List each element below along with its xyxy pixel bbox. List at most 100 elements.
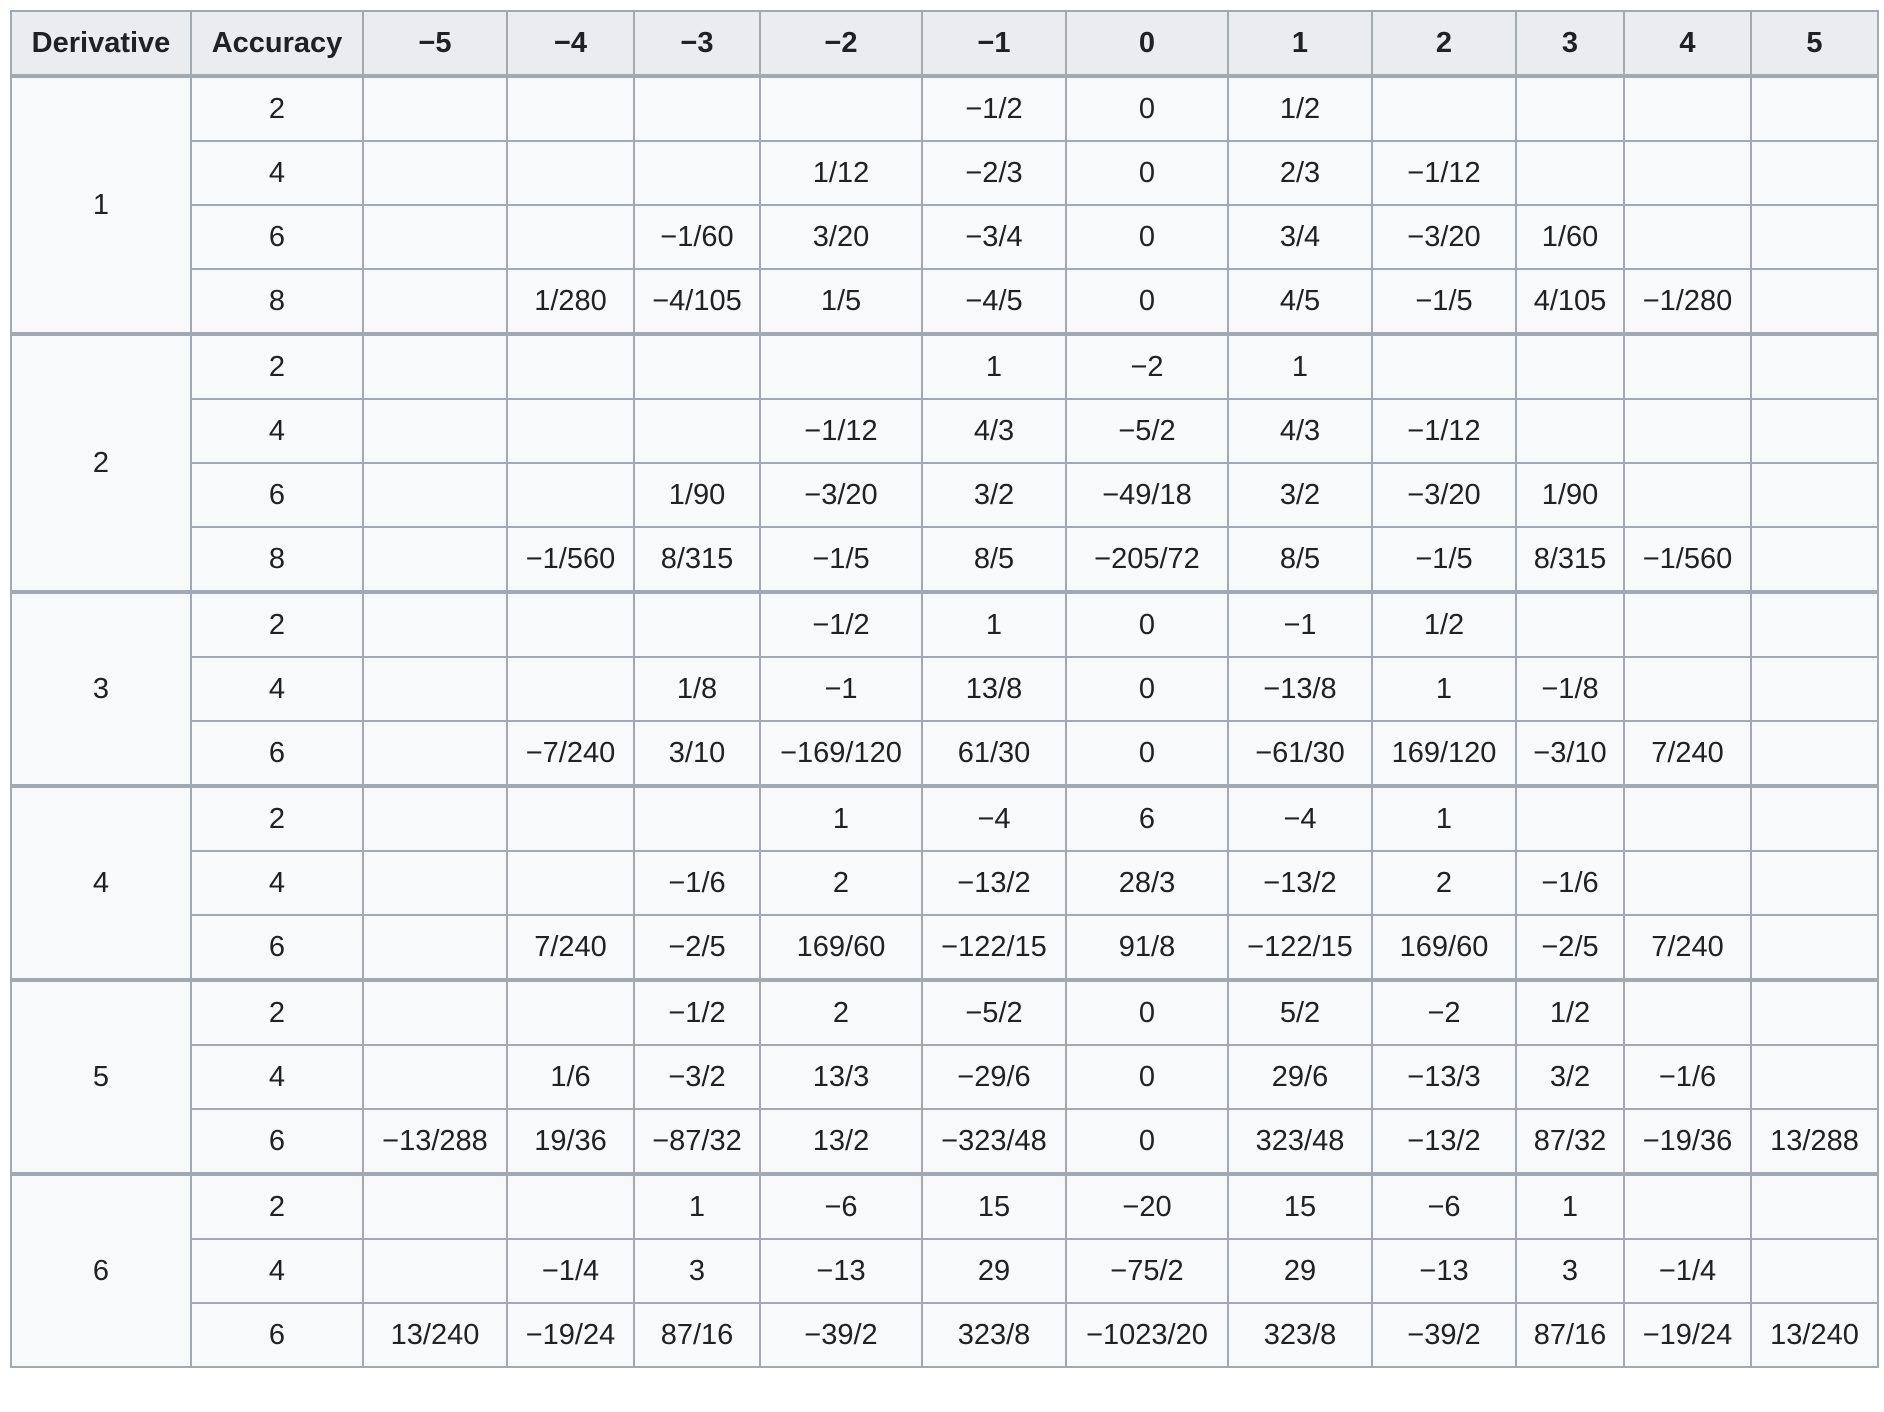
coefficient-cell: −1/60 <box>633 204 761 270</box>
coefficient-cell: −13/288 <box>362 1108 508 1175</box>
coefficient-cell <box>362 784 508 852</box>
coefficient-cell <box>362 204 508 270</box>
coefficient-table-container: Derivative Accuracy −5 −4 −3 −2 −1 0 1 2 3 4 5 1 2 −1/… <box>10 10 1879 1368</box>
coefficient-cell: 1/8 <box>633 656 761 722</box>
coefficient-cell: 1/280 <box>506 268 635 335</box>
coefficient-cell: 7/240 <box>1623 720 1752 787</box>
column-header: −1 <box>921 10 1067 77</box>
coefficient-cell: 1/2 <box>1515 978 1625 1046</box>
table-row: 4 1/6 −3/2 13/3 −29/6 0 29/6 −13/3 3/2 −1/6 <box>11 1044 1879 1110</box>
coefficient-cell: 0 <box>1065 140 1229 206</box>
coefficient-cell: −1023/20 <box>1065 1302 1229 1368</box>
coefficient-cell <box>362 914 508 981</box>
coefficient-cell: 13/8 <box>921 656 1067 722</box>
coefficient-cell <box>506 978 635 1046</box>
coefficient-cell: −1/2 <box>759 590 923 658</box>
coefficient-cell: −20 <box>1065 1172 1229 1240</box>
coefficient-cell: −1/12 <box>1371 140 1517 206</box>
coefficient-cell: 1 <box>921 590 1067 658</box>
coefficient-cell: 3 <box>633 1238 761 1304</box>
coefficient-cell: 13/2 <box>759 1108 923 1175</box>
coefficient-cell: 4/105 <box>1515 268 1625 335</box>
coefficient-cell <box>362 332 508 400</box>
coefficient-cell <box>506 74 635 142</box>
coefficient-cell: −2/5 <box>633 914 761 981</box>
coefficient-cell: −75/2 <box>1065 1238 1229 1304</box>
accuracy-cell: 6 <box>190 1108 364 1175</box>
coefficient-cell <box>1750 720 1879 787</box>
table-row: 4 −1/6 2 −13/2 28/3 −13/2 2 −1/6 <box>11 850 1879 916</box>
coefficient-cell: −1/6 <box>633 850 761 916</box>
coefficient-cell: −39/2 <box>1371 1302 1517 1368</box>
coefficient-cell <box>362 526 508 593</box>
coefficient-cell: −2 <box>1371 978 1517 1046</box>
coefficient-cell: 0 <box>1065 1108 1229 1175</box>
coefficient-cell: 1/90 <box>1515 462 1625 528</box>
column-header: 0 <box>1065 10 1229 77</box>
coefficient-cell <box>633 332 761 400</box>
coefficient-cell: 4/3 <box>921 398 1067 464</box>
column-header: 1 <box>1227 10 1373 77</box>
coefficient-cell <box>1623 74 1752 142</box>
coefficient-cell: 2/3 <box>1227 140 1373 206</box>
coefficient-cell <box>362 850 508 916</box>
coefficient-cell: −2/3 <box>921 140 1067 206</box>
table-row: 6 −1/60 3/20 −3/4 0 3/4 −3/20 1/60 <box>11 204 1879 270</box>
coefficient-cell: 1/60 <box>1515 204 1625 270</box>
accuracy-cell: 6 <box>190 204 364 270</box>
accuracy-cell: 4 <box>190 850 364 916</box>
coefficient-cell: 13/288 <box>1750 1108 1879 1175</box>
coefficient-cell: 1/5 <box>759 268 923 335</box>
accuracy-cell: 2 <box>190 784 364 852</box>
coefficient-cell <box>1750 656 1879 722</box>
coefficient-cell: −6 <box>759 1172 923 1240</box>
coefficient-cell: 15 <box>1227 1172 1373 1240</box>
coefficient-cell: −1/560 <box>506 526 635 593</box>
coefficient-cell: −169/120 <box>759 720 923 787</box>
coefficient-cell: −13/3 <box>1371 1044 1517 1110</box>
coefficient-cell <box>506 140 635 206</box>
coefficient-cell: 0 <box>1065 590 1229 658</box>
coefficient-cell <box>633 140 761 206</box>
coefficient-cell <box>362 398 508 464</box>
table-row: 8 1/280 −4/105 1/5 −4/5 0 4/5 −1/5 4/105 −1/280 <box>11 268 1879 335</box>
coefficient-cell: 13/240 <box>1750 1302 1879 1368</box>
coefficient-cell <box>506 1172 635 1240</box>
coefficient-cell: 1/90 <box>633 462 761 528</box>
coefficient-cell: 13/240 <box>362 1302 508 1368</box>
coefficient-cell: 29 <box>1227 1238 1373 1304</box>
coefficient-cell <box>362 1044 508 1110</box>
coefficient-cell <box>633 590 761 658</box>
column-header: 4 <box>1623 10 1752 77</box>
coefficient-cell: 87/32 <box>1515 1108 1625 1175</box>
coefficient-cell: −3/10 <box>1515 720 1625 787</box>
coefficient-cell: −1/4 <box>506 1238 635 1304</box>
coefficient-cell <box>362 590 508 658</box>
coefficient-cell: −4/5 <box>921 268 1067 335</box>
coefficient-cell: 2 <box>1371 850 1517 916</box>
coefficient-cell: 5/2 <box>1227 978 1373 1046</box>
column-header: 2 <box>1371 10 1517 77</box>
coefficient-cell: −13 <box>759 1238 923 1304</box>
coefficient-cell: 0 <box>1065 204 1229 270</box>
table-header-row: Derivative Accuracy −5 −4 −3 −2 −1 0 1 2 3 4 5 <box>10 10 1879 77</box>
coefficient-cell: 0 <box>1065 656 1229 722</box>
coefficient-cell: 3/20 <box>759 204 923 270</box>
coefficient-cell: 1/6 <box>506 1044 635 1110</box>
coefficient-cell: 8/315 <box>633 526 761 593</box>
coefficient-cell <box>1623 140 1752 206</box>
coefficient-cell <box>1750 850 1879 916</box>
accuracy-cell: 2 <box>190 74 364 142</box>
derivative-order-cell: 1 <box>10 74 192 335</box>
accuracy-cell: 2 <box>190 590 364 658</box>
accuracy-cell: 6 <box>190 1302 364 1368</box>
table-body: 1 2 −1/2 0 1/2 4 1/12 −2/3 0 2/3 −1/12 6 −1/60 3/20 −3… <box>10 74 1879 1368</box>
coefficient-cell <box>1623 978 1752 1046</box>
coefficient-cell <box>506 656 635 722</box>
coefficient-cell <box>506 590 635 658</box>
coefficient-cell: 7/240 <box>1623 914 1752 981</box>
coefficient-cell: −1/8 <box>1515 656 1625 722</box>
coefficient-cell: −3/20 <box>759 462 923 528</box>
coefficient-cell <box>1623 332 1752 400</box>
coefficient-cell: −1/5 <box>1371 526 1517 593</box>
